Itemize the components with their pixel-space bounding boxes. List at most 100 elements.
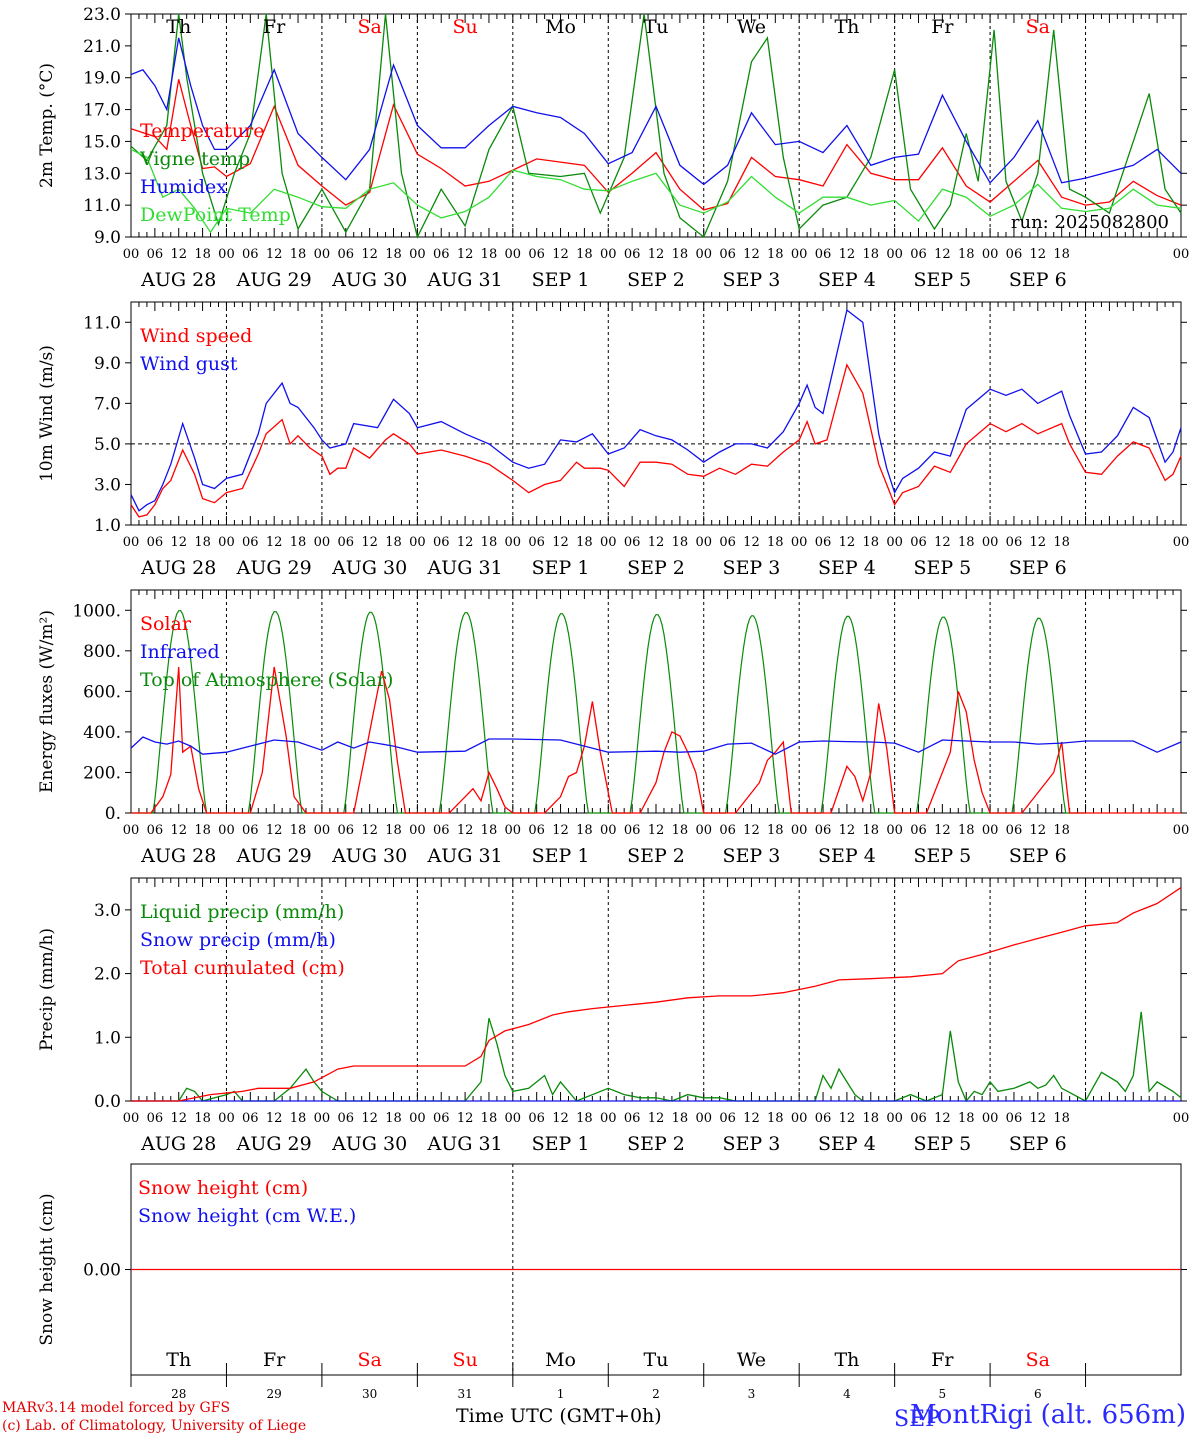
x-date-label: SEP 2 <box>627 269 685 291</box>
x-hour-label: 00 <box>1173 247 1190 262</box>
series-total-cumulated-cm <box>131 887 1182 1102</box>
x-date-label: AUG 30 <box>331 269 407 291</box>
x-hour-label: 12 <box>648 247 665 262</box>
x-date-label: SEP 1 <box>532 1133 590 1155</box>
x-hour-label: 00 <box>409 535 426 550</box>
x-hour-label: 00 <box>505 823 522 838</box>
x-hour-label: 18 <box>862 535 879 550</box>
x-hour-label: 18 <box>767 1111 784 1126</box>
x-hour-label: 12 <box>934 1111 951 1126</box>
model-line: MARv3.14 model forced by GFS <box>2 1400 231 1416</box>
x-hour-label: 06 <box>147 823 164 838</box>
x-hour-label: 12 <box>934 247 951 262</box>
x-hour-label: 06 <box>242 247 259 262</box>
x-date-label: AUG 30 <box>331 845 407 867</box>
panel-2: 1.0 3.0 5.0 7.0 9.0 11.0 10m Wind (m/s) Wind sp… <box>37 301 1190 579</box>
x-hour-label: 12 <box>648 1111 665 1126</box>
x-date-label: SEP 1 <box>532 269 590 291</box>
weekday-label: We <box>737 1349 766 1371</box>
x-date-label: SEP 3 <box>723 1133 781 1155</box>
legend-snow-precip-mm-h: Snow precip (mm/h) <box>140 929 336 951</box>
x-hour-label: 12 <box>743 535 760 550</box>
x-hour-label: 00 <box>695 1111 712 1126</box>
x-hour-label: 06 <box>910 247 927 262</box>
x-hour-label: 00 <box>791 1111 808 1126</box>
time-axis-label: Time UTC (GMT+0h) <box>456 1405 662 1427</box>
x-hour-label: 00 <box>409 247 426 262</box>
x-hour-label: 12 <box>361 535 378 550</box>
x-hour-label: 12 <box>457 1111 474 1126</box>
model-credit: MARv3.14 model forced by GFS (c) Lab. of… <box>2 1399 306 1435</box>
x-hour-label: 06 <box>815 247 832 262</box>
x-hour-label: 18 <box>767 535 784 550</box>
x-hour-label: 18 <box>672 1111 689 1126</box>
y-tick-label: 13.0 <box>83 164 121 184</box>
series-temperature <box>130 79 1182 211</box>
y-tick-label: 800. <box>83 642 121 662</box>
x-hour-label: 06 <box>815 535 832 550</box>
x-hour-label: 00 <box>123 823 140 838</box>
x-date-label: SEP 2 <box>627 557 685 579</box>
y-axis-label: 10m Wind (m/s) <box>37 345 57 482</box>
x-date-label: SEP 6 <box>1009 845 1067 867</box>
x-hour-label: 18 <box>1053 535 1070 550</box>
x-hour-label: 18 <box>958 1111 975 1126</box>
x-date-label: SEP 4 <box>818 269 876 291</box>
x-hour-label: 18 <box>1053 247 1070 262</box>
x-hour-label: 00 <box>1173 535 1190 550</box>
x-hour-label: 12 <box>648 535 665 550</box>
legend-vigne-temp: Vigne temp <box>139 148 250 170</box>
x-hour-label: 12 <box>361 823 378 838</box>
x-date-label: AUG 29 <box>236 845 312 867</box>
x-hour-label: 12 <box>552 535 569 550</box>
y-tick-label: 1.0 <box>94 1028 121 1048</box>
x-hour-label: 18 <box>1053 1111 1070 1126</box>
x-hour-label: 18 <box>385 1111 402 1126</box>
x-hour-label: 18 <box>385 823 402 838</box>
x-date-label: AUG 31 <box>427 269 503 291</box>
x-hour-label: 06 <box>528 535 545 550</box>
y-tick-label: 0.0 <box>94 1092 121 1112</box>
x-hour-label: 12 <box>1030 1111 1047 1126</box>
x-hour-label: 18 <box>194 823 211 838</box>
x-hour-label: 12 <box>743 823 760 838</box>
legend-humidex: Humidex <box>140 176 227 198</box>
x-hour-label: 18 <box>290 247 307 262</box>
weekday-label: Mo <box>545 16 576 38</box>
y-tick-label: 0. <box>105 804 121 824</box>
legend-wind-gust: Wind gust <box>140 353 238 375</box>
x-hour-label: 12 <box>839 1111 856 1126</box>
x-hour-label: 18 <box>672 247 689 262</box>
x-date-label: AUG 31 <box>427 1133 503 1155</box>
y-axis-label: 2m Temp. (°C) <box>37 63 57 188</box>
x-hour-label: 18 <box>194 1111 211 1126</box>
y-tick-label: 200. <box>83 763 121 783</box>
x-date-label: SEP 4 <box>818 845 876 867</box>
y-tick-label: 15.0 <box>83 132 121 152</box>
legend-temperature: Temperature <box>140 120 264 142</box>
weekday-label: Sa <box>1026 16 1050 38</box>
station-label: MontRigi (alt. 656m) <box>910 1400 1186 1430</box>
x-hour-label: 00 <box>791 247 808 262</box>
day-number-label: 29 <box>267 1387 282 1401</box>
y-tick-label: 23.0 <box>83 5 121 25</box>
x-hour-label: 00 <box>409 1111 426 1126</box>
station-name: MontRigi (alt. 656m) <box>910 1400 1186 1430</box>
x-hour-label: 00 <box>982 823 999 838</box>
x-hour-label: 06 <box>1006 823 1023 838</box>
x-hour-label: 12 <box>457 247 474 262</box>
x-hour-label: 12 <box>457 823 474 838</box>
x-hour-label: 06 <box>719 247 736 262</box>
x-hour-label: 06 <box>1006 1111 1023 1126</box>
x-hour-label: 06 <box>1006 535 1023 550</box>
x-date-label: AUG 30 <box>331 557 407 579</box>
x-hour-label: 00 <box>1173 1111 1190 1126</box>
series-wind-gust <box>130 308 1182 512</box>
x-hour-label: 00 <box>600 535 617 550</box>
x-hour-label: 12 <box>361 1111 378 1126</box>
day-number-label: 6 <box>1034 1387 1042 1401</box>
x-hour-label: 18 <box>862 823 879 838</box>
x-hour-label: 06 <box>719 535 736 550</box>
x-hour-label: 12 <box>839 247 856 262</box>
series-solar <box>131 666 1181 814</box>
